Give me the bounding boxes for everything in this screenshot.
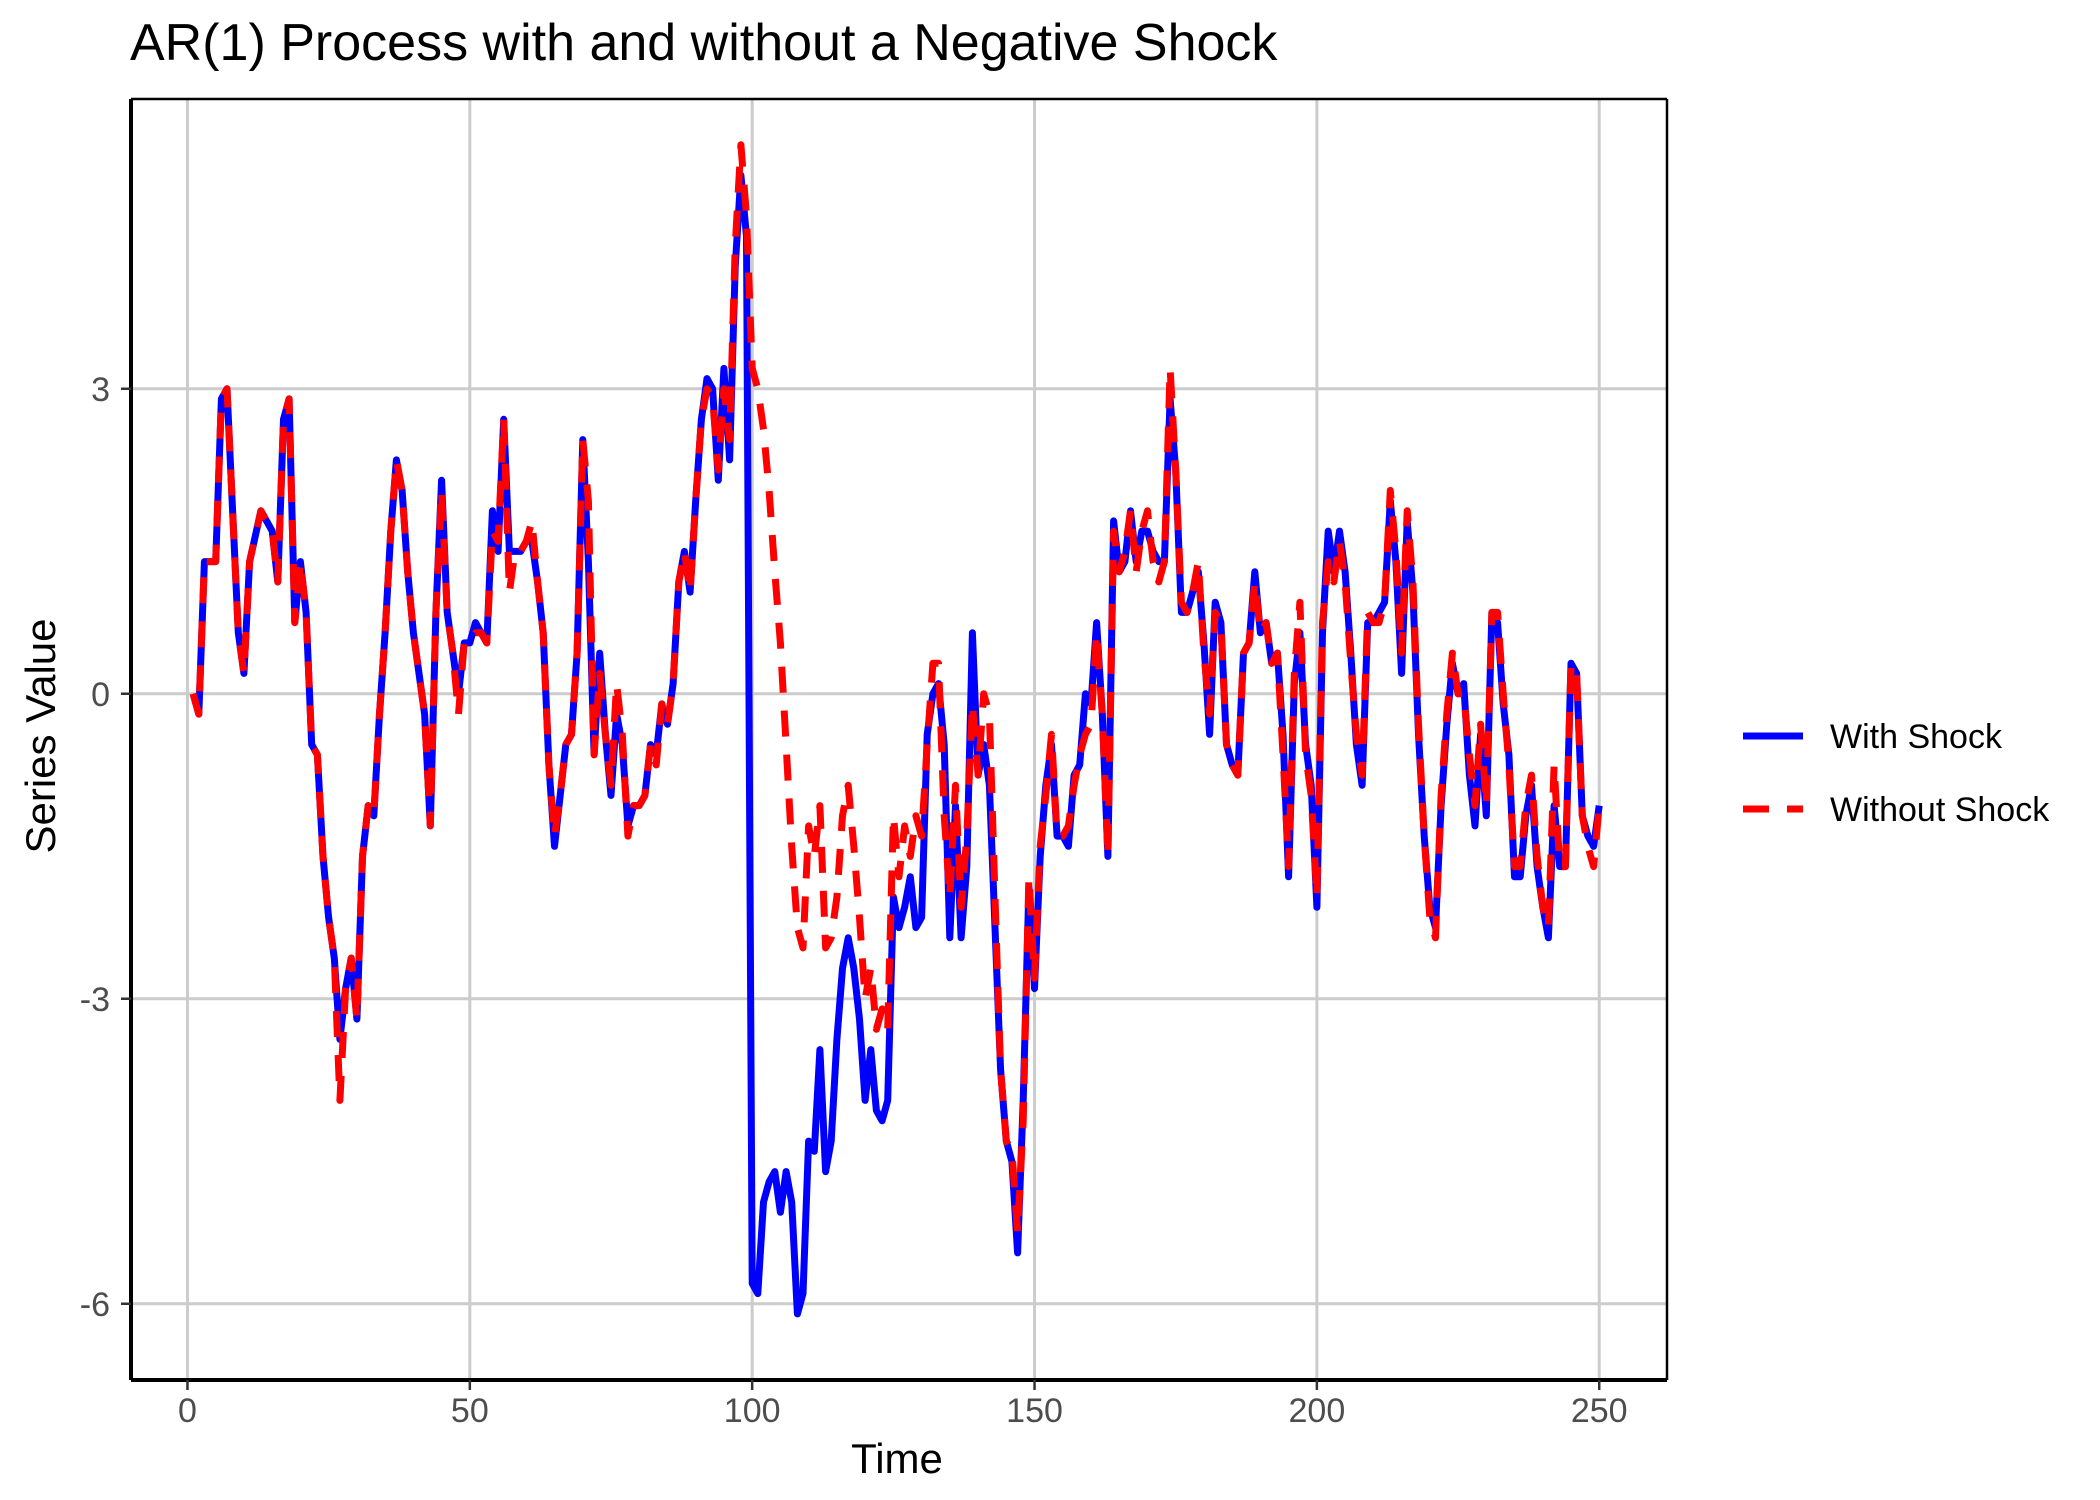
y-tick-label: 0	[91, 676, 110, 714]
tick-labels: 0 50 100 150 200 250 -6 -3 0 3	[80, 371, 1628, 1430]
series-line-with-shock	[189, 171, 1603, 1318]
x-tick-label: 250	[1571, 1392, 1628, 1430]
x-tick-label: 150	[1006, 1392, 1063, 1430]
legend: With Shock Without Shock	[1743, 718, 2050, 829]
x-axis-title: Time	[851, 1435, 943, 1482]
x-tick-label: 100	[724, 1392, 781, 1430]
x-tick-label: 50	[451, 1392, 489, 1430]
chart-title: AR(1) Process with and without a Negativ…	[130, 14, 1278, 72]
axes	[129, 97, 1669, 1382]
series-line-without-shock	[189, 141, 1603, 1237]
legend-label-without-shock: Without Shock	[1830, 791, 2050, 829]
legend-label-with-shock: With Shock	[1830, 718, 2003, 756]
series-lines	[189, 141, 1603, 1318]
y-tick-label: -3	[80, 981, 110, 1019]
x-tick-label: 0	[178, 1392, 197, 1430]
y-tick-label: -6	[80, 1286, 110, 1324]
y-axis-title: Series Value	[17, 618, 64, 853]
y-tick-label: 3	[91, 371, 110, 409]
x-tick-label: 200	[1289, 1392, 1346, 1430]
